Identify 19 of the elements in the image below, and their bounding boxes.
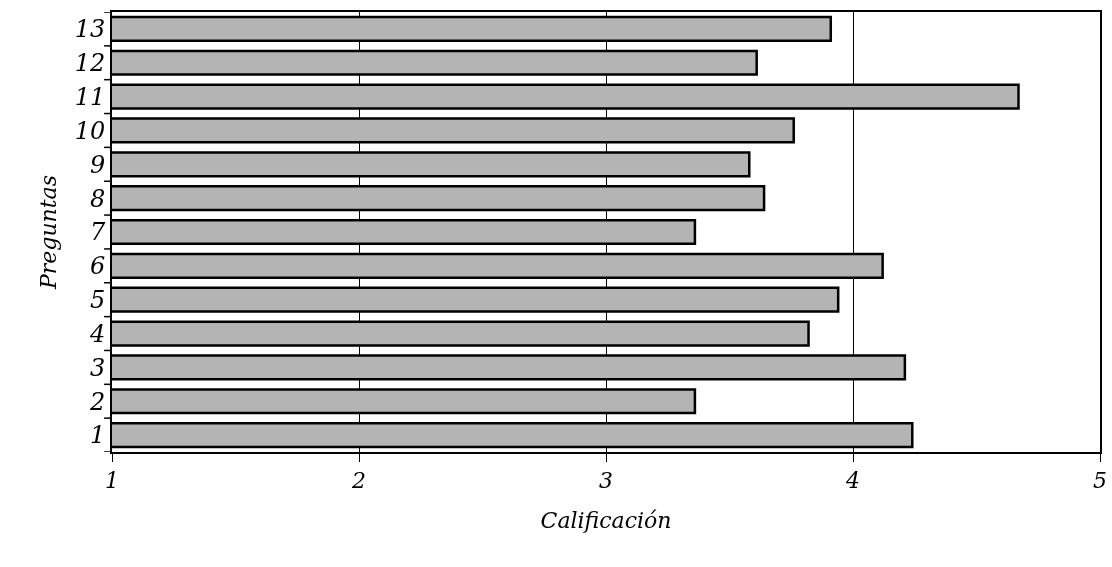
y-axis-title: Preguntas: [35, 174, 61, 291]
x-tick-label: 4: [845, 468, 860, 494]
y-tick-label: 12: [74, 49, 106, 78]
y-tick-label: 8: [89, 184, 106, 213]
x-tick-label: 3: [599, 468, 613, 494]
y-tick-label: 4: [88, 319, 106, 348]
x-tick-label: 5: [1093, 468, 1107, 494]
x-tick-label: 2: [351, 468, 366, 494]
y-tick-label: 7: [89, 218, 106, 247]
y-tick-label: 11: [74, 83, 106, 112]
y-tick-label: 3: [89, 353, 106, 382]
y-tick-label: 1: [89, 421, 106, 450]
x-axis-title: Calificación: [540, 507, 672, 533]
y-tick-label: 9: [89, 150, 106, 179]
y-tick-label: 13: [74, 15, 106, 44]
y-tick-label: 10: [74, 116, 106, 145]
y-tick-label: 6: [89, 252, 106, 281]
y-tick-label: 5: [89, 286, 106, 315]
y-tick-label: 2: [88, 387, 106, 416]
